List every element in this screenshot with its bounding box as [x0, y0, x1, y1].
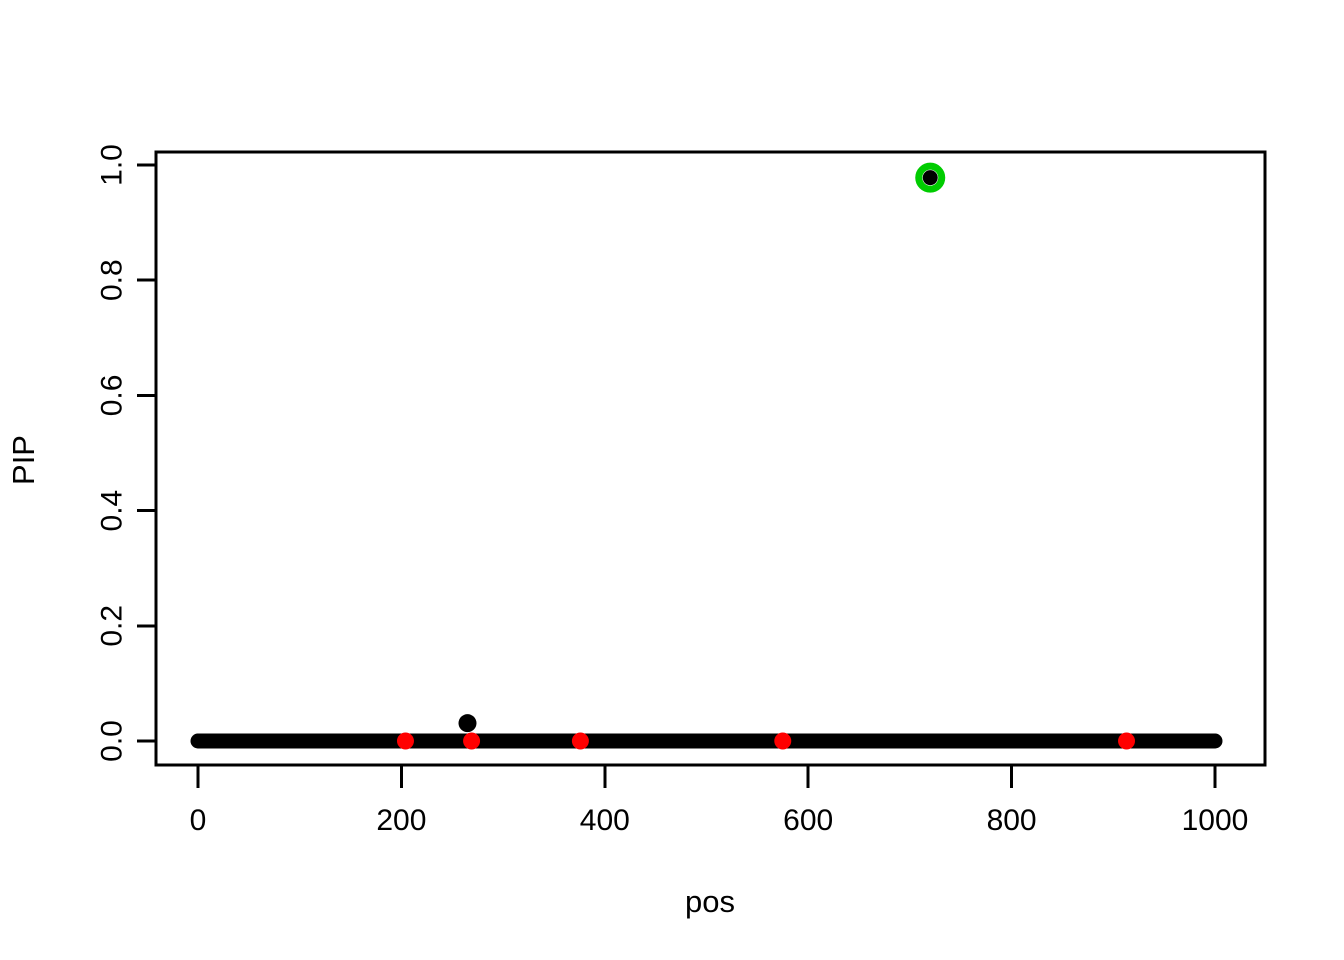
y-tick-label: 0.6 [96, 375, 129, 417]
x-tick-label: 600 [783, 804, 833, 837]
elevated-data-point [458, 714, 477, 733]
y-tick-label: 0.4 [96, 490, 129, 532]
causal-data-point [571, 732, 589, 750]
x-tick-label: 200 [376, 804, 426, 837]
x-tick-label: 400 [580, 804, 630, 837]
y-tick-label: 1.0 [96, 144, 129, 186]
x-tick-label: 0 [190, 804, 207, 837]
causal-data-point [463, 732, 481, 750]
causal-data-point [774, 732, 792, 750]
plot-frame [154, 150, 1267, 767]
x-axis-title: pos [685, 884, 735, 919]
y-tick-label: 0.2 [96, 605, 129, 647]
elevated-black-point [458, 714, 477, 733]
y-axis-title: PIP [6, 435, 41, 485]
causal-data-point [1118, 732, 1136, 750]
causal-data-point [396, 732, 414, 750]
baseline-point-band [190, 733, 1223, 749]
y-tick-label: 0.8 [96, 259, 129, 301]
x-axis-ticks: 0 200 400 600 800 1000 [190, 765, 1249, 837]
data-point [1207, 733, 1223, 749]
causal-red-points [396, 732, 1136, 750]
credible-set-ring-icon [915, 162, 946, 193]
y-axis-ticks: 0.0 0.2 0.4 0.6 0.8 1.0 [96, 144, 156, 762]
credible-set-data-point [922, 170, 938, 186]
y-tick-label: 0.0 [96, 720, 129, 762]
x-tick-label: 800 [987, 804, 1037, 837]
x-tick-label: 1000 [1182, 804, 1249, 837]
credible-set-highlight [915, 162, 946, 193]
